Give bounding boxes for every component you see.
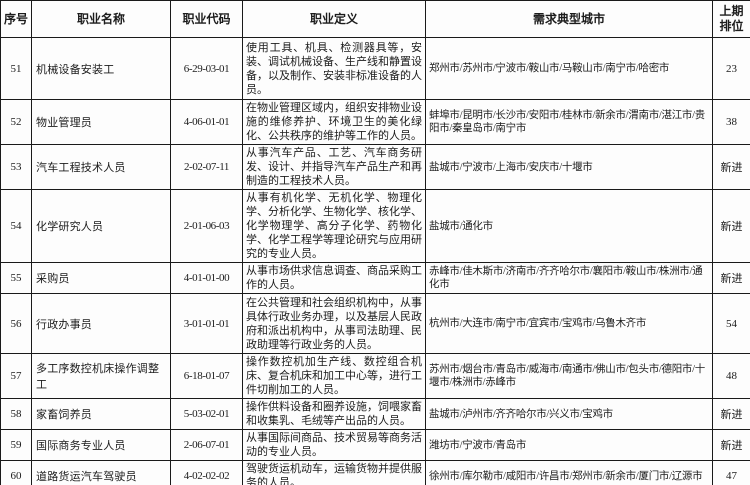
column-header-occupation-name: 职业名称	[31, 0, 171, 38]
cell-previous-rank: 新进	[712, 144, 750, 190]
cell-previous-rank: 新进	[712, 398, 750, 430]
cell-occupation-code: 4-01-01-00	[170, 262, 243, 294]
cell-demand-cities: 郑州市/苏州市/宁波市/鞍山市/马鞍山市/南宁市/哈密市	[425, 37, 713, 100]
cell-occupation-code: 4-06-01-01	[170, 99, 243, 145]
cell-occupation-name: 行政办事员	[31, 293, 171, 354]
cell-occupation-name: 道路货运汽车驾驶员	[31, 460, 171, 485]
cell-serial-number: 55	[0, 262, 32, 294]
cell-occupation-name: 机械设备安装工	[31, 37, 171, 100]
cell-serial-number: 51	[0, 37, 32, 100]
cell-serial-number: 53	[0, 144, 32, 190]
cell-occupation-name: 化学研究人员	[31, 189, 171, 263]
cell-occupation-definition: 使用工具、机具、检测器具等，安装、调试机械设备、生产线和静置设备，以及制作、安装…	[242, 37, 426, 100]
cell-occupation-definition: 在公共管理和社会组织机构中，从事具体行政业务办理，以及基层人民政府和派出机构中，…	[242, 293, 426, 354]
cell-occupation-definition: 操作供料设备和圈养设施，饲喂家畜和收集乳、毛绒等产出品的人员。	[242, 398, 426, 430]
cell-previous-rank: 48	[712, 353, 750, 399]
column-header-serial: 序号	[0, 0, 32, 38]
table-header-row: 序号 职业名称 职业代码 职业定义 需求典型城市 上期排位	[0, 0, 750, 38]
cell-demand-cities: 赤峰市/佳木斯市/济南市/齐齐哈尔市/襄阳市/鞍山市/株洲市/通化市	[425, 262, 713, 294]
cell-demand-cities: 杭州市/大连市/南宁市/宜宾市/宝鸡市/乌鲁木齐市	[425, 293, 713, 354]
cell-occupation-name: 采购员	[31, 262, 171, 294]
cell-occupation-definition: 从事国际间商品、技术贸易等商务活动的专业人员。	[242, 429, 426, 461]
cell-serial-number: 60	[0, 460, 32, 485]
cell-serial-number: 52	[0, 99, 32, 145]
cell-occupation-code: 2-06-07-01	[170, 429, 243, 461]
table-row: 54 化学研究人员 2-01-06-03 从事有机化学、无机化学、物理化学、分析…	[0, 189, 750, 263]
cell-previous-rank: 54	[712, 293, 750, 354]
cell-occupation-definition: 在物业管理区域内，组织安排物业设施的维修养护、环境卫生的美化绿化、公共秩序的维护…	[242, 99, 426, 145]
cell-occupation-name: 家畜饲养员	[31, 398, 171, 430]
cell-occupation-name: 国际商务专业人员	[31, 429, 171, 461]
cell-occupation-definition: 从事市场供求信息调查、商品采购工作的人员。	[242, 262, 426, 294]
cell-serial-number: 54	[0, 189, 32, 263]
column-header-previous-rank: 上期排位	[712, 0, 750, 38]
cell-occupation-code: 2-01-06-03	[170, 189, 243, 263]
cell-serial-number: 56	[0, 293, 32, 354]
cell-occupation-code: 6-29-03-01	[170, 37, 243, 100]
cell-demand-cities: 蚌埠市/昆明市/长沙市/安阳市/桂林市/新余市/渭南市/湛江市/贵阳市/秦皇岛市…	[425, 99, 713, 145]
cell-demand-cities: 盐城市/通化市	[425, 189, 713, 263]
table-row: 60 道路货运汽车驾驶员 4-02-02-02 驾驶货运机动车，运输货物并提供服…	[0, 460, 750, 485]
cell-previous-rank: 23	[712, 37, 750, 100]
cell-occupation-code: 3-01-01-01	[170, 293, 243, 354]
cell-occupation-name: 物业管理员	[31, 99, 171, 145]
table-row: 58 家畜饲养员 5-03-02-01 操作供料设备和圈养设施，饲喂家畜和收集乳…	[0, 398, 750, 430]
cell-previous-rank: 新进	[712, 189, 750, 263]
cell-occupation-code: 6-18-01-07	[170, 353, 243, 399]
cell-demand-cities: 潍坊市/宁波市/青岛市	[425, 429, 713, 461]
column-header-occupation-code: 职业代码	[170, 0, 243, 38]
cell-previous-rank: 47	[712, 460, 750, 485]
cell-previous-rank: 新进	[712, 429, 750, 461]
cell-occupation-name: 汽车工程技术人员	[31, 144, 171, 190]
table-row: 56 行政办事员 3-01-01-01 在公共管理和社会组织机构中，从事具体行政…	[0, 293, 750, 354]
cell-serial-number: 59	[0, 429, 32, 461]
cell-occupation-definition: 从事有机化学、无机化学、物理化学、分析化学、生物化学、核化学、化学物理学、高分子…	[242, 189, 426, 263]
column-header-demand-cities: 需求典型城市	[425, 0, 713, 38]
cell-occupation-code: 4-02-02-02	[170, 460, 243, 485]
cell-occupation-definition: 从事汽车产品、工艺、汽车商务研发、设计、并指导汽车产品生产和再制造的工程技术人员…	[242, 144, 426, 190]
cell-demand-cities: 徐州市/库尔勒市/咸阳市/许昌市/郑州市/新余市/厦门市/辽源市	[425, 460, 713, 485]
table-row: 59 国际商务专业人员 2-06-07-01 从事国际间商品、技术贸易等商务活动…	[0, 429, 750, 461]
cell-occupation-code: 5-03-02-01	[170, 398, 243, 430]
cell-occupation-definition: 驾驶货运机动车，运输货物并提供服务的人员。	[242, 460, 426, 485]
table-row: 51 机械设备安装工 6-29-03-01 使用工具、机具、检测器具等，安装、调…	[0, 37, 750, 100]
cell-demand-cities: 盐城市/泸州市/齐齐哈尔市/兴义市/宝鸡市	[425, 398, 713, 430]
cell-occupation-name: 多工序数控机床操作调整工	[31, 353, 171, 399]
cell-demand-cities: 苏州市/烟台市/青岛市/威海市/南通市/佛山市/包头市/德阳市/十堰市/株洲市/…	[425, 353, 713, 399]
column-header-occupation-definition: 职业定义	[242, 0, 426, 38]
table-row: 57 多工序数控机床操作调整工 6-18-01-07 操作数控机加生产线、数控组…	[0, 353, 750, 399]
cell-serial-number: 57	[0, 353, 32, 399]
cell-occupation-code: 2-02-07-11	[170, 144, 243, 190]
cell-demand-cities: 盐城市/宁波市/上海市/安庆市/十堰市	[425, 144, 713, 190]
cell-previous-rank: 新进	[712, 262, 750, 294]
table-row: 53 汽车工程技术人员 2-02-07-11 从事汽车产品、工艺、汽车商务研发、…	[0, 144, 750, 190]
cell-serial-number: 58	[0, 398, 32, 430]
cell-previous-rank: 38	[712, 99, 750, 145]
table-row: 55 采购员 4-01-01-00 从事市场供求信息调查、商品采购工作的人员。 …	[0, 262, 750, 294]
table-row: 52 物业管理员 4-06-01-01 在物业管理区域内，组织安排物业设施的维修…	[0, 99, 750, 145]
cell-occupation-definition: 操作数控机加生产线、数控组合机床、复合机床和加工中心等，进行工件切削加工的人员。	[242, 353, 426, 399]
